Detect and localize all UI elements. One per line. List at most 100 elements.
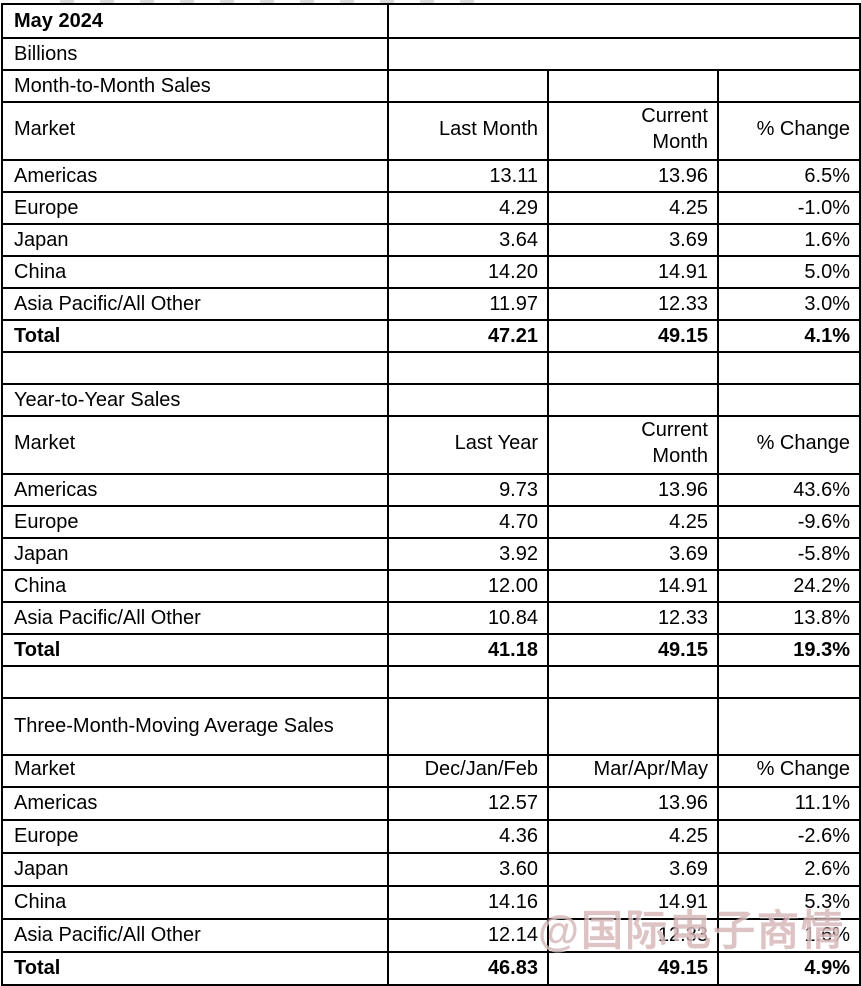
crop-artifact [60,0,480,3]
value-cell: 3.60 [387,852,549,887]
table-row: Asia Pacific/All Other 10.84 12.33 13.8% [1,601,861,635]
table-row: Japan 3.60 3.69 2.6% [1,852,861,887]
col-header-last-month: Last Month [387,101,549,161]
value-cell: 47.21 [387,319,549,353]
pct-cell: 3.0% [717,287,861,321]
market-cell: Europe [1,819,389,854]
value-cell: 12.00 [387,569,549,603]
value-cell: 41.18 [387,633,549,667]
header-row-three-month-avg: Market Dec/Jan/Feb Mar/Apr/May % Change [1,754,861,788]
empty-cell [387,69,549,103]
section-label-text: Three-Month-Moving Average Sales [14,715,334,737]
units-label: Billions [1,37,389,71]
pct-cell: 4.1% [717,319,861,353]
pct-cell: 19.3% [717,633,861,667]
table-row: Japan 3.64 3.69 1.6% [1,223,861,257]
value-cell: 3.69 [547,537,719,571]
empty-cell [387,665,549,699]
value-cell: 14.16 [387,885,549,920]
value-cell: 3.92 [387,537,549,571]
value-cell: 4.25 [547,819,719,854]
section-label-year-to-year: Year-to-Year Sales [1,383,389,417]
value-cell: 46.83 [387,951,549,986]
value-cell: 4.36 [387,819,549,854]
empty-cell [387,697,549,756]
market-cell: Japan [1,223,389,257]
pct-cell: -2.6% [717,819,861,854]
market-cell: Total [1,319,389,353]
pct-cell: -9.6% [717,505,861,539]
value-cell: 4.25 [547,505,719,539]
market-cell: China [1,255,389,289]
market-cell: Total [1,951,389,986]
value-cell: 4.25 [547,191,719,225]
value-cell: 10.84 [387,601,549,635]
market-cell: Japan [1,852,389,887]
value-cell: 14.91 [547,255,719,289]
value-cell: 3.69 [547,223,719,257]
table-row: Europe 4.36 4.25 -2.6% [1,819,861,854]
total-row: Total 46.83 49.15 4.9% [1,951,861,986]
empty-cell [547,665,719,699]
empty-cell [717,697,861,756]
value-cell: 14.91 [547,569,719,603]
pct-cell: 11.1% [717,786,861,821]
col-header-last-year: Last Year [387,415,549,475]
table-row: Japan 3.92 3.69 -5.8% [1,537,861,571]
table-row: Americas 13.11 13.96 6.5% [1,159,861,193]
col-header-mar-apr-may: Mar/Apr/May [547,754,719,788]
value-cell: 14.20 [387,255,549,289]
market-cell: Asia Pacific/All Other [1,287,389,321]
market-cell: Americas [1,786,389,821]
pct-cell: 1.6% [717,918,861,953]
market-cell: China [1,569,389,603]
empty-cell [1,351,389,385]
empty-cell [547,697,719,756]
pct-cell: -1.0% [717,191,861,225]
table-row: China 14.16 14.91 5.3% [1,885,861,920]
report-month-label: May 2024 [1,3,389,39]
col-header-pct-change: % Change [717,101,861,161]
value-cell: 13.11 [387,159,549,193]
table-row: Americas 12.57 13.96 11.1% [1,786,861,821]
market-cell: Americas [1,473,389,507]
pct-cell: 5.0% [717,255,861,289]
empty-cell [387,351,549,385]
value-cell: 13.96 [547,159,719,193]
sales-report-table: May 2024 Billions Month-to-Month Sales M… [1,3,861,986]
table-row: Europe 4.70 4.25 -9.6% [1,505,861,539]
col-header-dec-jan-feb: Dec/Jan/Feb [387,754,549,788]
empty-cell [387,383,549,417]
market-cell: Americas [1,159,389,193]
pct-cell: 13.8% [717,601,861,635]
pct-cell: 24.2% [717,569,861,603]
market-cell: Asia Pacific/All Other [1,601,389,635]
value-cell: 12.14 [387,918,549,953]
pct-cell: 4.9% [717,951,861,986]
table-row: China 12.00 14.91 24.2% [1,569,861,603]
value-cell: 11.97 [387,287,549,321]
value-cell: 9.73 [387,473,549,507]
empty-cell [547,383,719,417]
market-cell: China [1,885,389,920]
value-cell: 12.33 [547,918,719,953]
value-cell: 13.96 [547,473,719,507]
pct-cell: -5.8% [717,537,861,571]
empty-cell [547,351,719,385]
header-row-month-to-month: Market Last Month Current Month % Change [1,101,861,161]
market-cell: Europe [1,191,389,225]
value-cell: 49.15 [547,319,719,353]
empty-cell [717,351,861,385]
col-header-market: Market [1,415,389,475]
col-header-current-month: Current Month [547,101,719,161]
section-label-three-month-avg: Three-Month-Moving Average Sales [1,697,389,756]
table-row: China 14.20 14.91 5.0% [1,255,861,289]
value-cell: 12.57 [387,786,549,821]
value-cell: 4.29 [387,191,549,225]
value-cell: 3.69 [547,852,719,887]
table-row: Asia Pacific/All Other 12.14 12.33 1.6% [1,918,861,953]
value-cell: 13.96 [547,786,719,821]
market-cell: Asia Pacific/All Other [1,918,389,953]
value-cell: 4.70 [387,505,549,539]
empty-cell [387,3,861,39]
